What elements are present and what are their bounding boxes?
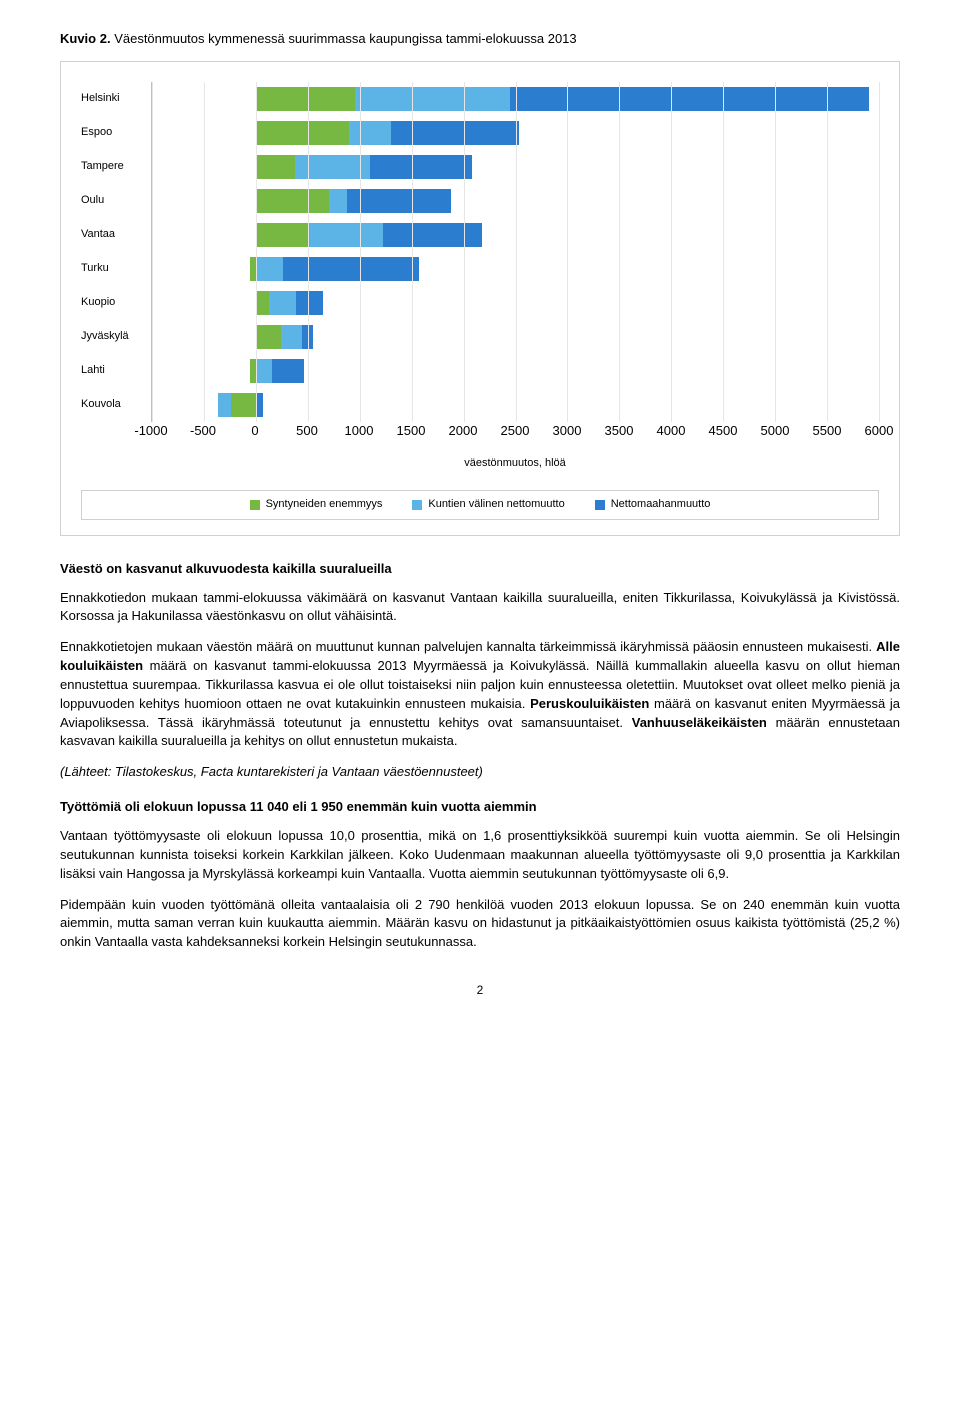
legend: Syntyneiden enemmyys Kuntien välinen net… [81,490,879,520]
x-tick-label: 3500 [605,422,634,441]
paragraph-4: Pidempään kuin vuoden työttömänä olleita… [60,896,900,953]
bar-segment [256,121,349,145]
y-category-label: Lahti [81,354,143,388]
paragraph-1: Ennakkotiedon mukaan tammi-elokuussa väk… [60,589,900,627]
x-tick-label: 5500 [813,422,842,441]
legend-swatch-kuntien [412,500,422,510]
bar-segment [256,223,310,247]
bar-segment [269,291,296,315]
y-axis-labels: HelsinkiEspooTampereOuluVantaaTurkuKuopi… [81,82,151,422]
bar-segment [256,393,263,417]
bar-segment [349,121,391,145]
x-axis: -1000-5000500100015002000250030003500400… [151,422,879,438]
bar-segment [296,291,323,315]
bar-segment [231,393,256,417]
section-heading-2: Työttömiä oli elokuun lopussa 11 040 eli… [60,798,900,817]
y-category-label: Espoo [81,116,143,150]
gridline [879,82,880,422]
bar-segment [329,189,348,213]
chart-title: Kuvio 2. Väestönmuutos kymmenessä suurim… [60,30,900,49]
chart-title-rest: Väestönmuutos kymmenessä suurimmassa kau… [111,31,577,46]
bar-segment [347,189,451,213]
gridline [256,82,257,422]
gridline [412,82,413,422]
plot-region [151,82,879,422]
gridline [516,82,517,422]
gridline [464,82,465,422]
section-heading-1: Väestö on kasvanut alkuvuodesta kaikilla… [60,560,900,579]
page-number: 2 [60,982,900,999]
gridline [775,82,776,422]
bar-segment [256,189,329,213]
bar-segment [256,359,273,383]
para2-part-a: Ennakkotietojen mukaan väestön määrä on … [60,639,876,654]
paragraph-2: Ennakkotietojen mukaan väestön määrä on … [60,638,900,751]
y-category-label: Kuopio [81,286,143,320]
x-tick-label: 4000 [657,422,686,441]
y-category-label: Kouvola [81,388,143,422]
bar-segment [391,121,519,145]
bar-segment [256,155,295,179]
x-tick-label: 3000 [553,422,582,441]
bar-segment [310,223,383,247]
gridline [723,82,724,422]
sources-line: (Lähteet: Tilastokeskus, Facta kuntareki… [60,763,900,782]
x-tick-label: -1000 [134,422,167,441]
legend-swatch-syntyneiden [250,500,260,510]
bar-segment [256,257,283,281]
gridline [619,82,620,422]
legend-item-kuntien: Kuntien välinen nettomuutto [412,497,564,513]
legend-swatch-netto [595,500,605,510]
chart-title-prefix: Kuvio 2. [60,31,111,46]
chart-plot-area: HelsinkiEspooTampereOuluVantaaTurkuKuopi… [81,82,879,422]
y-category-label: Oulu [81,184,143,218]
x-tick-label: -500 [190,422,216,441]
legend-item-netto: Nettomaahanmuutto [595,497,711,513]
y-category-label: Tampere [81,150,143,184]
x-tick-label: 1500 [397,422,426,441]
y-category-label: Helsinki [81,82,143,116]
legend-label-syntyneiden: Syntyneiden enemmyys [266,497,383,513]
bar-segment [283,257,419,281]
x-axis-label: väestönmuutos, hlöä [151,456,879,472]
x-tick-label: 0 [251,422,258,441]
legend-item-syntyneiden: Syntyneiden enemmyys [250,497,383,513]
bar-segment [218,393,230,417]
x-tick-label: 5000 [761,422,790,441]
paragraph-3: Vantaan työttömyysaste oli elokuun lopus… [60,827,900,884]
gridline [567,82,568,422]
y-category-label: Jyväskylä [81,320,143,354]
bar-segment [272,359,303,383]
x-tick-label: 500 [296,422,318,441]
bar-segment [383,223,483,247]
x-tick-label: 6000 [865,422,894,441]
bar-segment [256,291,270,315]
gridline [671,82,672,422]
y-category-label: Vantaa [81,218,143,252]
gridline [827,82,828,422]
chart-container: HelsinkiEspooTampereOuluVantaaTurkuKuopi… [60,61,900,536]
legend-label-kuntien: Kuntien välinen nettomuutto [428,497,564,513]
bar-segment [256,325,281,349]
para2-bold-d: Peruskouluikäisten [530,696,649,711]
bar-segment [510,87,868,111]
gridline [204,82,205,422]
gridline [308,82,309,422]
bar-segment [355,87,511,111]
bar-segment [281,325,302,349]
bar-segment [256,87,355,111]
x-tick-label: 2500 [501,422,530,441]
gridline [360,82,361,422]
bar-segment [370,155,472,179]
y-category-label: Turku [81,252,143,286]
gridline [152,82,153,422]
x-tick-label: 1000 [345,422,374,441]
para2-bold-f: Vanhuuseläkeikäisten [632,715,767,730]
legend-label-netto: Nettomaahanmuutto [611,497,711,513]
x-tick-label: 4500 [709,422,738,441]
x-tick-label: 2000 [449,422,478,441]
